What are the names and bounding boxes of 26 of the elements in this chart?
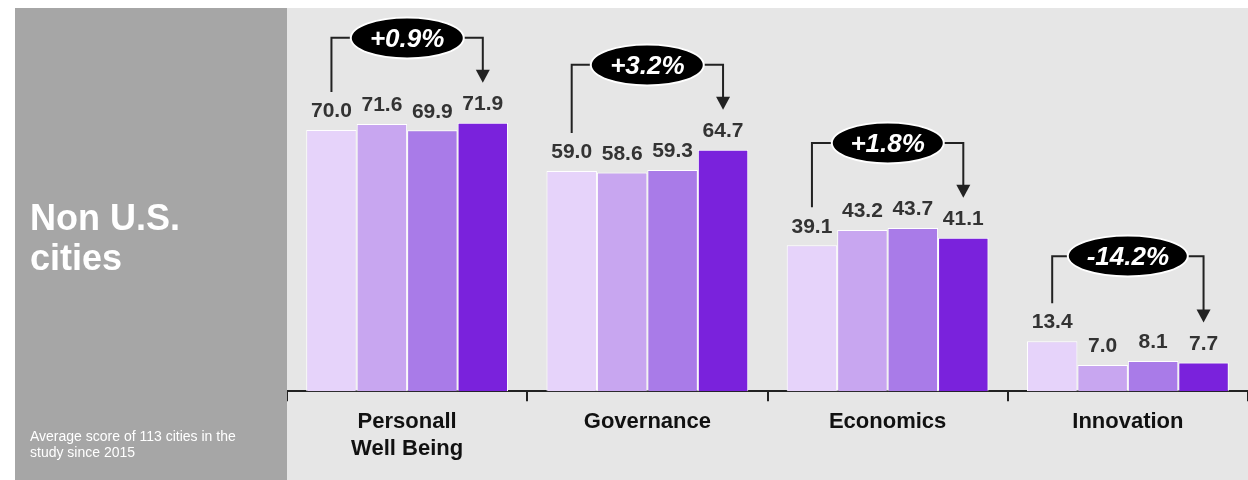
x-tick-label: Innovation — [1072, 408, 1184, 434]
data-label: 43.2 — [841, 198, 883, 222]
x-tick-label: Economics — [828, 408, 947, 434]
data-label: 13.4 — [1031, 309, 1073, 333]
annotation: -14.2% — [1066, 234, 1190, 278]
data-label: 64.7 — [702, 118, 744, 142]
text: Average score of 113 cities in the study since 2015 — [30, 428, 237, 460]
data-label: 59.0 — [551, 139, 593, 163]
x-tick-label: Governance — [583, 408, 711, 434]
data-label: 71.9 — [462, 91, 504, 115]
data-label: 59.3 — [652, 138, 694, 162]
data-label: 70.0 — [311, 98, 352, 122]
text: +0.9% — [349, 16, 465, 60]
x-tick-label: Personall Well Being — [351, 408, 464, 460]
text: Non U.S. cities — [30, 197, 181, 278]
data-label: 39.1 — [791, 213, 833, 237]
data-label: 43.7 — [892, 196, 934, 220]
data-label: 8.1 — [1138, 329, 1169, 353]
annotation: +1.8% — [830, 121, 945, 165]
text: +3.2% — [590, 43, 705, 87]
data-label: 58.6 — [601, 140, 643, 164]
data-label: 7.7 — [1188, 330, 1219, 354]
data-label: 7.0 — [1088, 333, 1118, 357]
data-label: 41.1 — [942, 206, 985, 230]
data-label: 71.6 — [361, 92, 403, 116]
data-label: 69.9 — [411, 98, 453, 122]
